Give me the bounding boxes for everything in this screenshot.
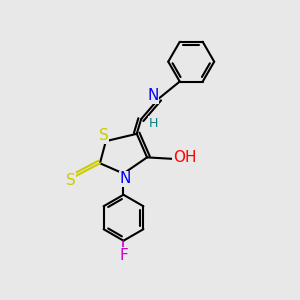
Text: H: H [149, 117, 158, 130]
Text: N: N [147, 88, 159, 103]
Text: S: S [66, 172, 75, 188]
Text: N: N [119, 171, 131, 186]
Text: OH: OH [173, 150, 196, 165]
Text: F: F [119, 248, 128, 263]
Text: S: S [99, 128, 108, 143]
